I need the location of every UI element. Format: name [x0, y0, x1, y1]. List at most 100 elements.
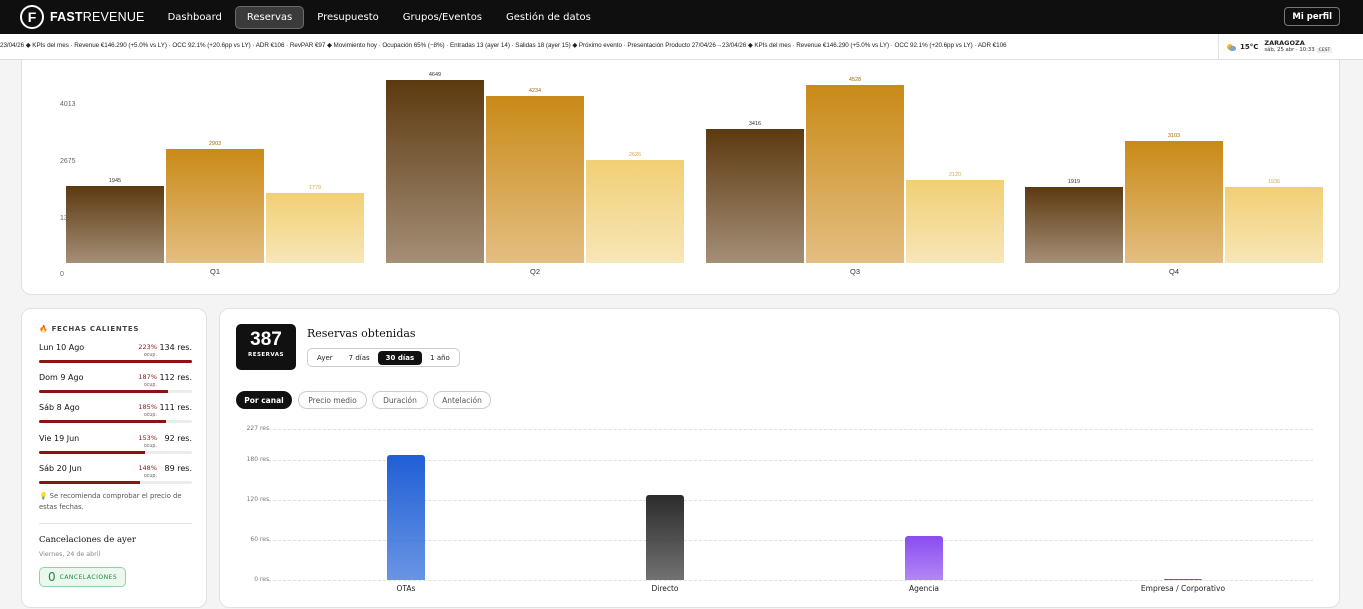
- channel-bar-chart: 227 res. 180 res. 120 res. 60 res. 0 res. OTA…: [220, 309, 1341, 609]
- quarter-bar[interactable]: [166, 148, 264, 263]
- bar-value-label: 1945: [108, 178, 122, 185]
- ticker-text: 23/04/26 ◆ KPIs del mes · Revenue €146.2…: [0, 42, 1007, 49]
- bar-value-label: 2120: [948, 171, 962, 178]
- nav-reservas[interactable]: Reservas: [234, 5, 305, 29]
- nav-gestion-datos[interactable]: Gestión de datos: [506, 11, 591, 23]
- hot-dates-title: 🔥 FECHAS CALIENTES: [39, 325, 140, 333]
- hot-progress-track: [39, 360, 192, 363]
- quarter-label: Q1: [210, 267, 221, 276]
- channel-bar[interactable]: [387, 454, 425, 580]
- hot-reservations: 111 res.: [159, 403, 192, 413]
- y-tick: 120 res.: [246, 496, 271, 504]
- profile-button[interactable]: Mi perfil: [1284, 7, 1340, 26]
- brand-rest: REVENUE: [82, 10, 145, 24]
- cancellations-date: Viernes, 24 de abril: [39, 551, 101, 558]
- main-nav: Dashboard Reservas Presupuesto Grupos/Ev…: [157, 5, 604, 29]
- channel-label: OTAs: [396, 584, 416, 593]
- hot-progress-track: [39, 480, 192, 484]
- hot-date-row[interactable]: Sáb 8 Ago 185% 111 res. ocup.: [39, 403, 192, 433]
- y-tick: 180 res.: [246, 456, 271, 464]
- channel-bar[interactable]: [646, 494, 684, 580]
- quarter-bar[interactable]: [906, 179, 1004, 263]
- quarter-label: Q3: [850, 267, 861, 276]
- bar-value-label: 4234: [528, 88, 542, 95]
- tab-antelacion[interactable]: Antelación: [433, 391, 491, 409]
- hot-reservations: 134 res.: [159, 343, 192, 352]
- gridline: [273, 500, 1313, 502]
- quarter-chart-panel: 4013 2675 1338 0 194529031779Q1464942342…: [21, 60, 1340, 295]
- tab-precio-medio[interactable]: Precio medio: [298, 391, 367, 409]
- gridline: [273, 429, 1313, 430]
- quarter-bar[interactable]: [1025, 187, 1123, 263]
- y-tick: 4013: [60, 101, 76, 108]
- hot-ocup-label: ocup.: [143, 413, 157, 419]
- bar-value-label: 4649: [428, 72, 442, 78]
- nav-dashboard[interactable]: Dashboard: [167, 11, 222, 23]
- weather-city: ZARAGOZA: [1264, 39, 1305, 47]
- y-tick: 60 res.: [250, 536, 271, 544]
- tab-duracion[interactable]: Duración: [372, 391, 428, 409]
- bar-value-label: 1936: [1267, 178, 1281, 185]
- hot-occupancy-pct: 148%: [138, 463, 157, 472]
- hot-dates-tip: 💡 Se recomienda comprobar el precio de e…: [39, 492, 182, 511]
- weather-datetime: sáb, 25 abr · 10:33: [1264, 47, 1315, 53]
- range-selector: Ayer 7 días 30 días 1 año: [307, 348, 460, 367]
- range-30-dias[interactable]: 30 días: [377, 350, 423, 365]
- quarter-bar[interactable]: [806, 84, 904, 263]
- hot-dates-panel: 🔥 FECHAS CALIENTES Lun 10 Ago 223% 134 res…: [21, 308, 207, 608]
- tab-por-canal[interactable]: Por canal: [236, 391, 292, 409]
- quarter-bar[interactable]: [586, 159, 684, 263]
- quarter-bar[interactable]: [486, 96, 584, 263]
- hot-ocup-label: ocup.: [143, 383, 157, 389]
- hot-date: Vie 19 Jun: [39, 433, 80, 443]
- hot-date: Lun 10 Ago: [39, 343, 85, 352]
- quarter-bar[interactable]: [1125, 140, 1223, 263]
- range-1-ano[interactable]: 1 año: [430, 353, 450, 362]
- channel-bar[interactable]: [905, 536, 943, 580]
- hot-date-row[interactable]: Vie 19 Jun 153% 92 res. ocup.: [39, 434, 192, 464]
- kpi-ticker: 23/04/26 ◆ KPIs del mes · Revenue €146.2…: [0, 34, 1363, 60]
- hot-date: Sáb 20 Jun: [39, 463, 82, 473]
- hot-reservations: 92 res.: [164, 433, 192, 443]
- quarter-bar[interactable]: [386, 80, 484, 263]
- reservations-count-box: 387 RESERVAS: [236, 324, 296, 370]
- app-logo[interactable]: F FASTREVENUE: [20, 5, 145, 29]
- channel-bar[interactable]: [1164, 579, 1202, 580]
- nav-grupos-eventos[interactable]: Grupos/Eventos: [402, 11, 483, 23]
- range-ayer[interactable]: Ayer: [317, 353, 333, 362]
- brand-bold: FAST: [50, 10, 83, 24]
- hot-occupancy-pct: 187%: [138, 373, 157, 382]
- channel-label: Directo: [651, 584, 679, 593]
- hot-date-row[interactable]: Lun 10 Ago 223% 134 res. ocup.: [39, 343, 192, 373]
- hot-progress-fill: [39, 390, 168, 394]
- quarter-bar[interactable]: [66, 186, 164, 263]
- hot-date-row[interactable]: Dom 9 Ago 187% 112 res. ocup.: [39, 373, 192, 403]
- hot-progress-fill: [39, 450, 145, 454]
- hot-ocup-label: ocup.: [143, 473, 157, 479]
- top-navbar: F FASTREVENUE Dashboard Reservas Presupu…: [0, 0, 1363, 34]
- cancellations-title: Cancelaciones de ayer: [39, 535, 136, 545]
- quarter-bar[interactable]: [706, 128, 804, 263]
- bar-value-label: 3416: [748, 120, 762, 127]
- quarter-bar[interactable]: [266, 192, 364, 263]
- y-tick: 227 res.: [246, 425, 271, 432]
- channel-label: Agencia: [908, 584, 940, 593]
- hot-date: Dom 9 Ago: [39, 373, 84, 383]
- nav-presupuesto[interactable]: Presupuesto: [317, 11, 379, 23]
- hot-reservations: 89 res.: [164, 463, 192, 473]
- bar-value-label: 1779: [308, 184, 322, 191]
- cancellations-badge: 0 CANCELACIONES: [39, 567, 127, 587]
- hot-progress-track: [39, 420, 192, 424]
- reservations-panel: 387 RESERVAS Reservas obtenidas Ayer 7 d…: [219, 308, 1340, 608]
- hot-date-row[interactable]: Sáb 20 Jun 148% 89 res. ocup.: [39, 464, 192, 494]
- gridline: [273, 580, 1313, 581]
- hot-occupancy-pct: 223%: [138, 343, 157, 351]
- hot-progress-fill: [39, 420, 166, 424]
- bar-value-label: 2903: [208, 140, 222, 147]
- range-7-dias[interactable]: 7 días: [348, 353, 370, 362]
- y-tick: 2675: [60, 158, 76, 165]
- bar-value-label: 1919: [1067, 179, 1081, 186]
- hot-date: Sáb 8 Ago: [39, 403, 80, 413]
- quarter-bar[interactable]: [1225, 186, 1323, 263]
- fire-icon: 🔥: [39, 325, 49, 333]
